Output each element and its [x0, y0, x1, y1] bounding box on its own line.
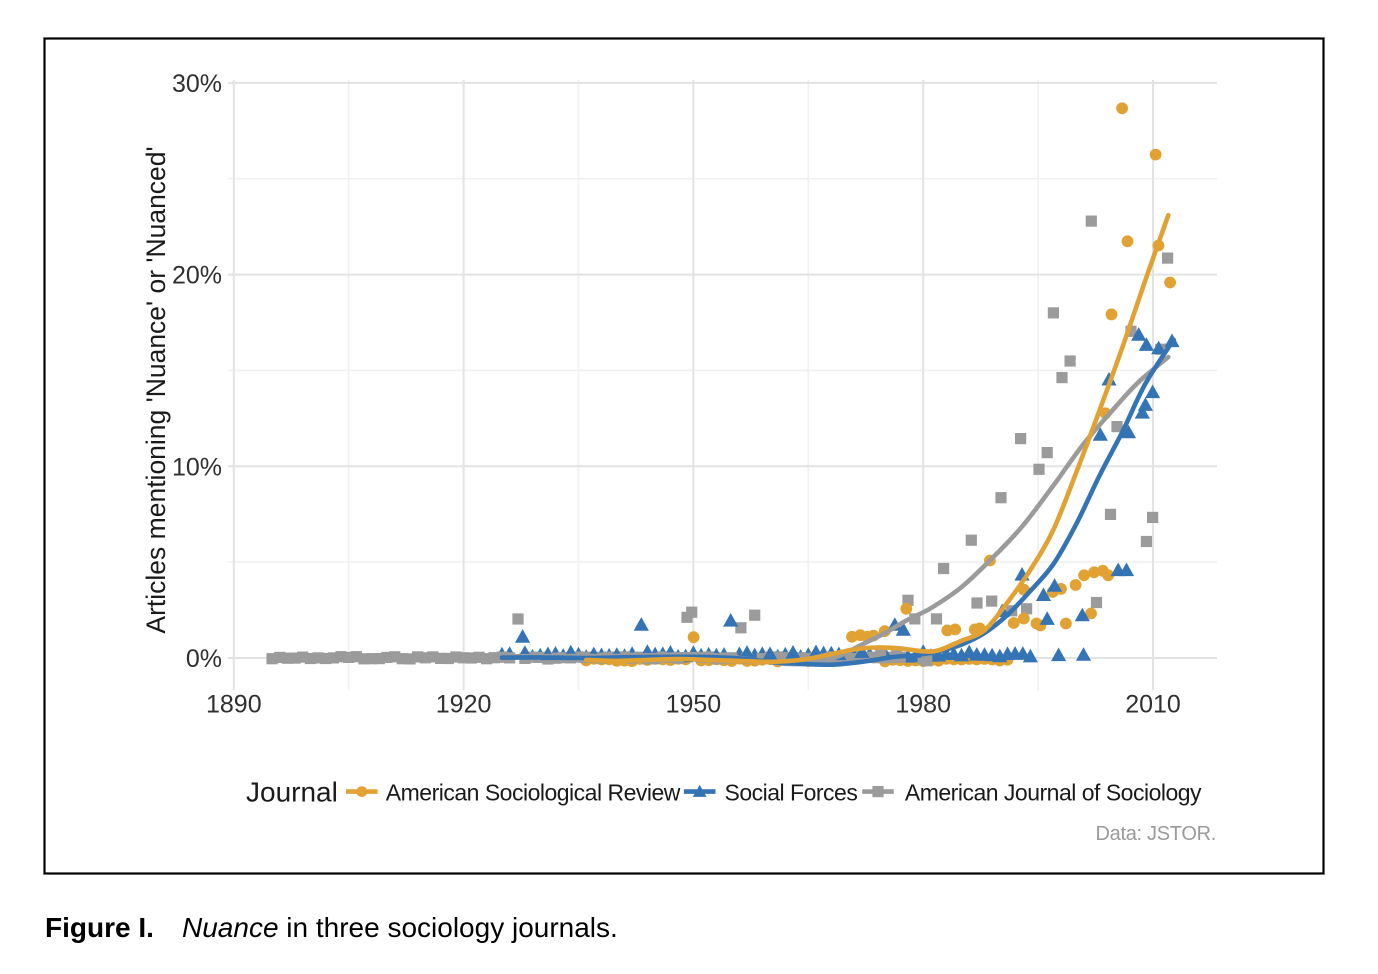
svg-text:1920: 1920	[436, 691, 492, 719]
svg-text:10%: 10%	[172, 453, 222, 481]
svg-text:Social Forces: Social Forces	[725, 779, 858, 805]
svg-text:0%: 0%	[186, 645, 222, 673]
svg-text:American Sociological Review: American Sociological Review	[386, 779, 681, 805]
svg-text:1980: 1980	[895, 691, 951, 719]
svg-text:2010: 2010	[1125, 691, 1181, 719]
svg-text:American Journal of Sociology: American Journal of Sociology	[905, 779, 1202, 805]
svg-text:20%: 20%	[172, 262, 222, 290]
svg-text:Articles mentioning 'Nuance' o: Articles mentioning 'Nuance' or 'Nuanced…	[141, 146, 171, 633]
svg-text:1950: 1950	[666, 691, 722, 719]
svg-text:Journal: Journal	[246, 777, 338, 808]
svg-text:1890: 1890	[206, 691, 262, 719]
svg-text:30%: 30%	[172, 70, 222, 98]
svg-text:Figure I.Nuance in three socio: Figure I. Nuance in three sociology journ…	[45, 912, 618, 943]
svg-text:Data: JSTOR.: Data: JSTOR.	[1095, 823, 1216, 845]
